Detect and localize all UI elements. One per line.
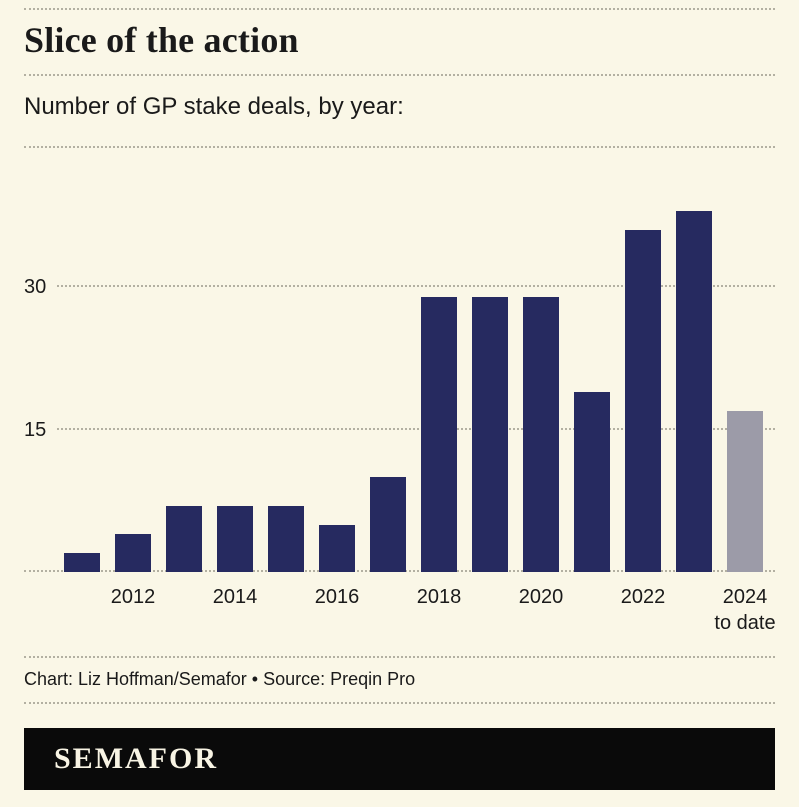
plot-area: 15 30	[24, 148, 775, 572]
bar-2012	[115, 534, 151, 572]
dotted-divider-under-credit	[24, 702, 775, 704]
x-tick-empty	[676, 584, 712, 656]
y-axis-label-15: 15	[24, 418, 57, 441]
dotted-divider-under-chart	[24, 656, 775, 658]
x-tick-label: 2012	[110, 586, 156, 608]
chart-subtitle: Number of GP stake deals, by year:	[24, 93, 404, 120]
x-tick-empty	[370, 584, 406, 656]
x-tick-label: 2020	[518, 586, 564, 608]
bar-2023	[676, 211, 712, 572]
bar-2019	[472, 296, 508, 572]
dotted-divider-top	[24, 8, 775, 10]
x-axis-labels: 2012 2014 2016 2018 2020 2022 2024 to date	[64, 572, 776, 656]
gridline-30	[24, 285, 775, 287]
dotted-divider-under-title	[24, 74, 775, 76]
x-tick-2024: 2024 to date	[714, 584, 775, 656]
gridline-15	[24, 427, 775, 430]
x-tick-label: 2022	[620, 586, 666, 608]
bar-2021	[574, 391, 610, 572]
x-tick-empty	[268, 584, 304, 656]
x-tick-empty	[64, 584, 100, 656]
x-tick-empty	[574, 584, 610, 656]
bar-2022	[625, 230, 661, 572]
page-title: Slice of the action	[24, 20, 299, 60]
bars-container	[64, 148, 763, 572]
x-tick-sublabel: to date	[714, 612, 776, 634]
x-tick-2016: 2016	[315, 584, 360, 656]
x-tick-label: 2014	[212, 586, 258, 608]
x-tick-empty	[472, 584, 508, 656]
bar-2018	[421, 296, 457, 572]
x-tick-2012: 2012	[111, 584, 156, 656]
x-tick-empty	[166, 584, 202, 656]
bar-2015	[268, 505, 304, 572]
bar-2017	[370, 477, 406, 572]
x-tick-2014: 2014	[213, 584, 258, 656]
chart-credit: Chart: Liz Hoffman/Semafor • Source: Pre…	[24, 669, 416, 689]
semafor-logo-text: SEMAFOR	[54, 742, 218, 775]
bar-2014	[217, 505, 253, 572]
bar-2016	[319, 524, 355, 572]
y-axis-label-30: 30	[24, 276, 57, 298]
x-tick-label: 2016	[314, 586, 360, 608]
dotted-divider-under-subtitle	[24, 146, 775, 148]
bar-2024-to-date	[727, 410, 763, 572]
bar-2013	[166, 505, 202, 572]
x-tick-label: 2018	[416, 586, 462, 608]
bar-2011	[64, 553, 100, 572]
x-tick-2020: 2020	[519, 584, 564, 656]
x-tick-label: 2024	[722, 586, 768, 608]
x-tick-2022: 2022	[621, 584, 666, 656]
bar-chart: 15 30 2012 2014 2016 2018 2020 2022 2024 to date	[24, 148, 776, 656]
bar-2020	[523, 296, 559, 572]
semafor-logo: SEMAFOR	[24, 728, 775, 790]
x-tick-2018: 2018	[417, 584, 462, 656]
